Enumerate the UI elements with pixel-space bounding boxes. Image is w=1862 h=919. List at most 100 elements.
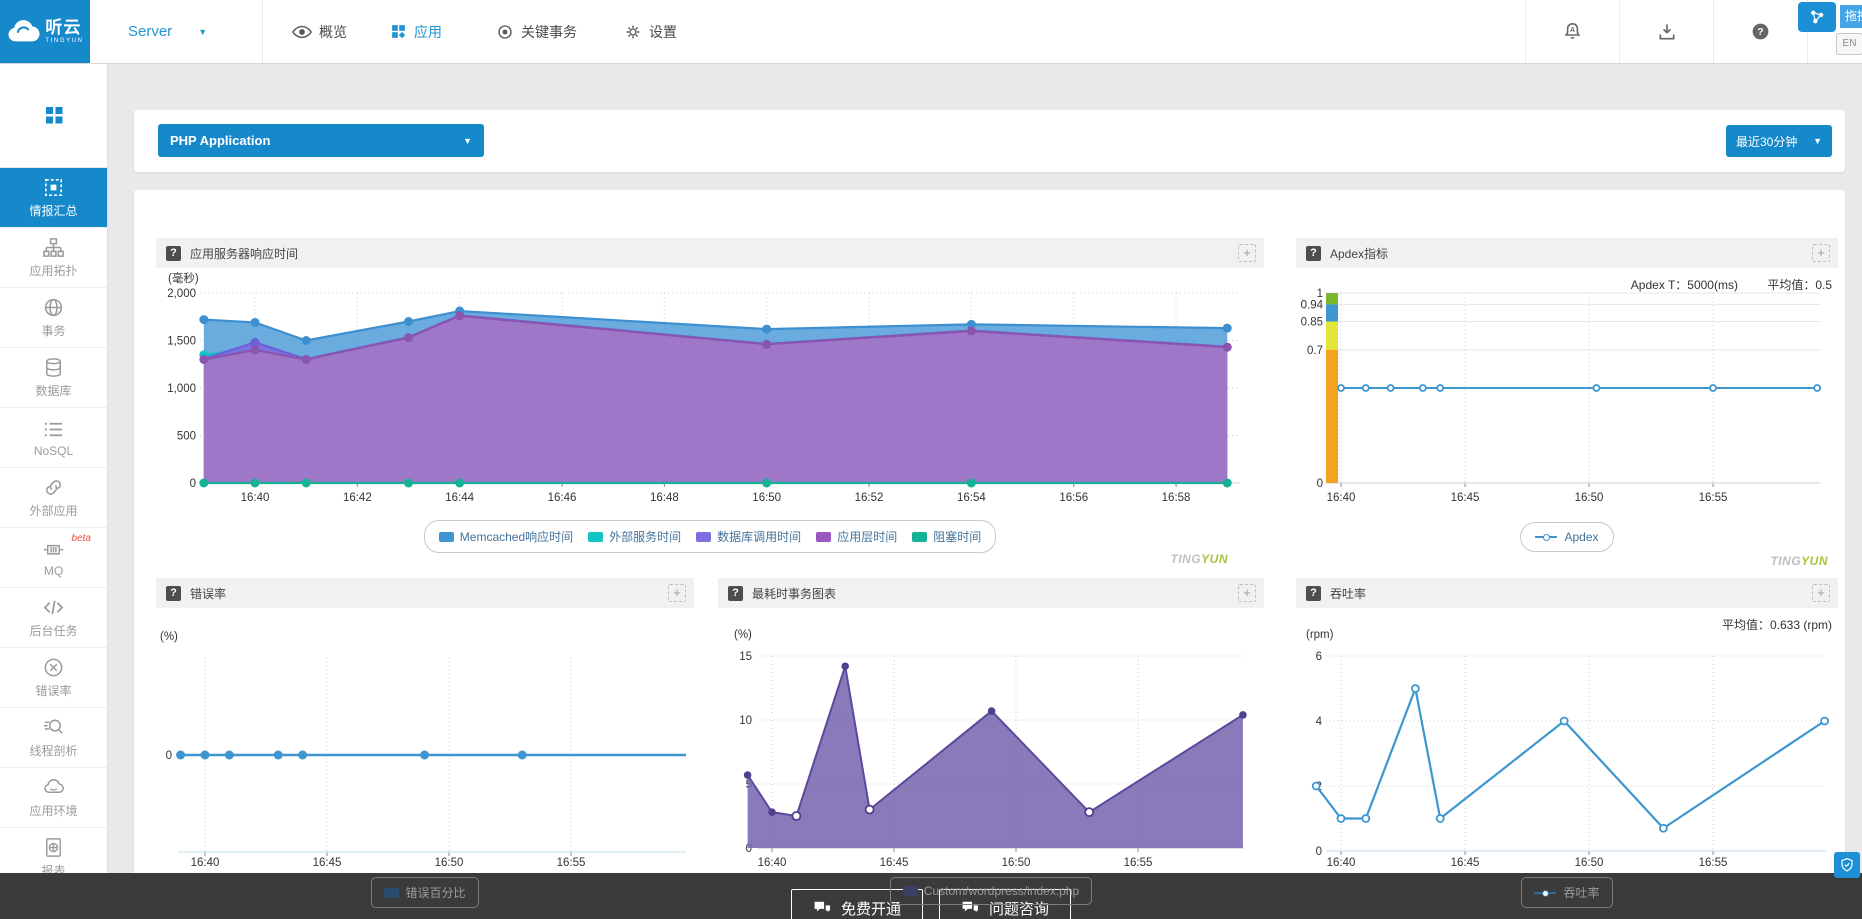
chart-legend[interactable]: 吞吐率: [1296, 877, 1838, 908]
sidebar-item-label: 线程剖析: [29, 744, 78, 758]
help-tooltip-icon[interactable]: ?: [1306, 585, 1321, 601]
nav-item-overview[interactable]: 概览: [292, 0, 347, 63]
apdex-average: 平均值：0.5: [1767, 278, 1832, 292]
sidebar-item-database[interactable]: 数据库: [0, 348, 107, 408]
chart-legend[interactable]: Custom/wordpress/index.php: [718, 877, 1264, 905]
sidebar-item-label: 应用拓扑: [29, 264, 78, 278]
alerts-button[interactable]: A: [1525, 0, 1619, 63]
charts-card: ? 应用服务器响应时间 + 0 500 1,000 1,500 2,000 16:40 16…: [134, 190, 1845, 919]
beta-badge: beta: [71, 533, 91, 544]
chart-header: ? Apdex指标 +: [1296, 238, 1838, 268]
nav-item-label: 设置: [649, 23, 677, 40]
nav-divider: [262, 0, 263, 63]
database-icon: [42, 356, 65, 379]
product-selector[interactable]: Server ▼: [128, 0, 207, 63]
svg-text:(rpm): (rpm): [1306, 629, 1334, 641]
expand-chart-button[interactable]: +: [1812, 584, 1830, 602]
download-button[interactable]: [1619, 0, 1713, 63]
chart-legend[interactable]: Apdex: [1296, 522, 1838, 552]
sidebar-item-transactions[interactable]: 事务: [0, 288, 107, 348]
link-icon: [42, 476, 65, 499]
chart-title: 应用服务器响应时间: [190, 246, 299, 261]
gear-icon: [624, 23, 642, 41]
sidebar-item-label: 后台任务: [29, 624, 78, 638]
drag-tooltip: 拖拽: [1840, 5, 1862, 28]
svg-text:0.85: 0.85: [1301, 317, 1323, 329]
sidebar-item-app-environment[interactable]: 应用环境: [0, 768, 107, 828]
app-grid-icon: [390, 23, 407, 40]
help-button[interactable]: ?: [1713, 0, 1807, 63]
language-toggle[interactable]: EN: [1836, 33, 1862, 55]
ask-question-label: 问题咨询: [989, 901, 1050, 918]
sidebar-item-mq[interactable]: beta MQ: [0, 528, 107, 588]
list-icon: [42, 418, 65, 441]
help-tooltip-icon[interactable]: ?: [728, 585, 743, 601]
security-widget-button[interactable]: [1834, 852, 1860, 878]
product-selector-label: Server: [128, 23, 173, 40]
chart-legend[interactable]: Memcached响应时间 外部服务时间 数据库调用时间 应用层时间 阻塞时间: [156, 517, 1264, 554]
nav-item-key-transactions[interactable]: 关键事务: [496, 0, 577, 63]
sidebar-item-nosql[interactable]: NoSQL: [0, 408, 107, 468]
help-tooltip-icon[interactable]: ?: [166, 585, 181, 601]
svg-text:16:55: 16:55: [1699, 857, 1728, 869]
nav-item-label: 关键事务: [521, 23, 577, 40]
tingyun-watermark: TINGYUN: [1170, 552, 1228, 566]
sidebar-item-background-tasks[interactable]: 后台任务: [0, 588, 107, 648]
top-navbar: 听云 TINGYUN Server ▼ 概览 应用 关键事务 设置: [0, 0, 1862, 64]
chart-legend[interactable]: 错误百分比: [156, 877, 694, 908]
nav-item-applications[interactable]: 应用: [390, 0, 442, 63]
tingyun-watermark: TINGYUN: [1770, 554, 1828, 568]
sidebar-item-error-rate[interactable]: 错误率: [0, 648, 107, 708]
svg-text:16:40: 16:40: [191, 857, 220, 869]
sidebar-item-label: 外部应用: [29, 504, 78, 518]
svg-text:16:55: 16:55: [1124, 857, 1153, 869]
expand-chart-button[interactable]: +: [1812, 244, 1830, 262]
sidebar-item-external-apps[interactable]: 外部应用: [0, 468, 107, 528]
queue-icon: [42, 538, 65, 561]
application-selector[interactable]: PHP Application ▼: [158, 124, 484, 157]
chart-header: ? 应用服务器响应时间 +: [156, 238, 1264, 268]
svg-text:16:55: 16:55: [557, 857, 586, 869]
tingyun-logo[interactable]: 听云 TINGYUN: [0, 0, 90, 63]
svg-text:0.94: 0.94: [1301, 299, 1324, 311]
chart-header: ? 最耗时事务图表 +: [718, 578, 1264, 608]
svg-text:16:40: 16:40: [1327, 857, 1356, 869]
svg-text:A: A: [1570, 27, 1575, 34]
help-tooltip-icon[interactable]: ?: [1306, 245, 1321, 261]
navbar-right-tools: A ?: [1525, 0, 1808, 63]
svg-text:6: 6: [1316, 651, 1322, 663]
free-signup-label: 免费开通: [840, 901, 901, 918]
chevron-down-icon: ▼: [463, 135, 472, 146]
expand-chart-button[interactable]: +: [1238, 584, 1256, 602]
time-range-selector[interactable]: 最近30分钟 ▼: [1726, 125, 1832, 157]
sidebar-item-label: 事务: [41, 324, 66, 338]
sidebar-apps-grid-button[interactable]: [0, 63, 107, 168]
drag-widget-button[interactable]: [1798, 2, 1836, 32]
globe-icon: [42, 296, 65, 319]
sidebar-item-thread-profiling[interactable]: 线程剖析: [0, 708, 107, 768]
svg-text:16:45: 16:45: [1451, 857, 1480, 869]
sidebar-item-summary[interactable]: 情报汇总: [0, 168, 107, 228]
time-range-label: 最近30分钟: [1736, 134, 1798, 149]
expand-chart-button[interactable]: +: [668, 584, 686, 602]
sidebar-item-label: MQ: [43, 563, 64, 578]
sidebar-item-topology[interactable]: 应用拓扑: [0, 228, 107, 288]
chart-response-time: ? 应用服务器响应时间 + 0 500 1,000 1,500 2,000 16:40 16…: [156, 238, 1264, 566]
chart-error-rate: ? 错误率 + 0 16:40 16:45 16:50 16:55 (%): [156, 578, 694, 870]
svg-text:16:45: 16:45: [313, 857, 342, 869]
apdex-t-value: Apdex T：5000(ms): [1630, 278, 1738, 292]
nav-item-settings[interactable]: 设置: [624, 0, 677, 63]
chart-header: ? 错误率 +: [156, 578, 694, 608]
error-rate-plot: 0 16:40 16:45 16:50 16:55 (%): [160, 631, 686, 869]
toolbar-card: PHP Application ▼ 最近30分钟 ▼: [134, 110, 1845, 172]
help-tooltip-icon[interactable]: ?: [166, 245, 181, 261]
svg-text:16:42: 16:42: [343, 492, 372, 504]
svg-text:16:45: 16:45: [880, 857, 909, 869]
throughput-average: 平均值：0.633 (rpm): [1721, 618, 1832, 632]
svg-text:0: 0: [190, 478, 196, 490]
expand-chart-button[interactable]: +: [1238, 244, 1256, 262]
svg-text:16:50: 16:50: [752, 492, 781, 504]
search-lines-icon: [42, 716, 65, 739]
sidebar-item-label: 应用环境: [29, 804, 78, 818]
